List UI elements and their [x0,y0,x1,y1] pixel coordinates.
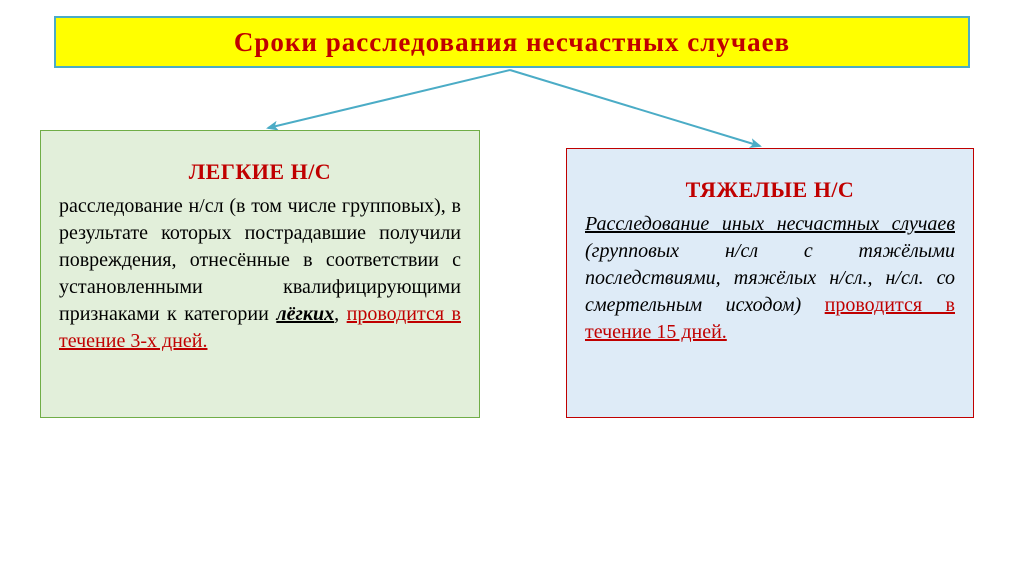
title-bar: Сроки расследования несчастных случаев [54,16,970,68]
right-box-heading: ТЯЖЕЛЫЕ Н/С [585,177,955,203]
arrow-right [510,70,760,146]
right-box-body: Расследование иных несчастных случаев (г… [585,211,955,346]
arrow-left [268,70,510,128]
right-box-severe-cases: ТЯЖЕЛЫЕ Н/С Расследование иных несчастны… [566,148,974,418]
left-box-heading: ЛЕГКИЕ Н/С [59,159,461,185]
left-body-mid: , [334,303,347,325]
left-box-light-cases: ЛЕГКИЕ Н/С расследование н/сл (в том чис… [40,130,480,418]
right-body-emph-subject: Расследование иных несчастных случаев [585,213,955,235]
left-body-emph-category: лёгких [276,303,334,325]
left-box-body: расследование н/сл (в том числе групповы… [59,193,461,355]
title-text: Сроки расследования несчастных случаев [234,27,790,58]
